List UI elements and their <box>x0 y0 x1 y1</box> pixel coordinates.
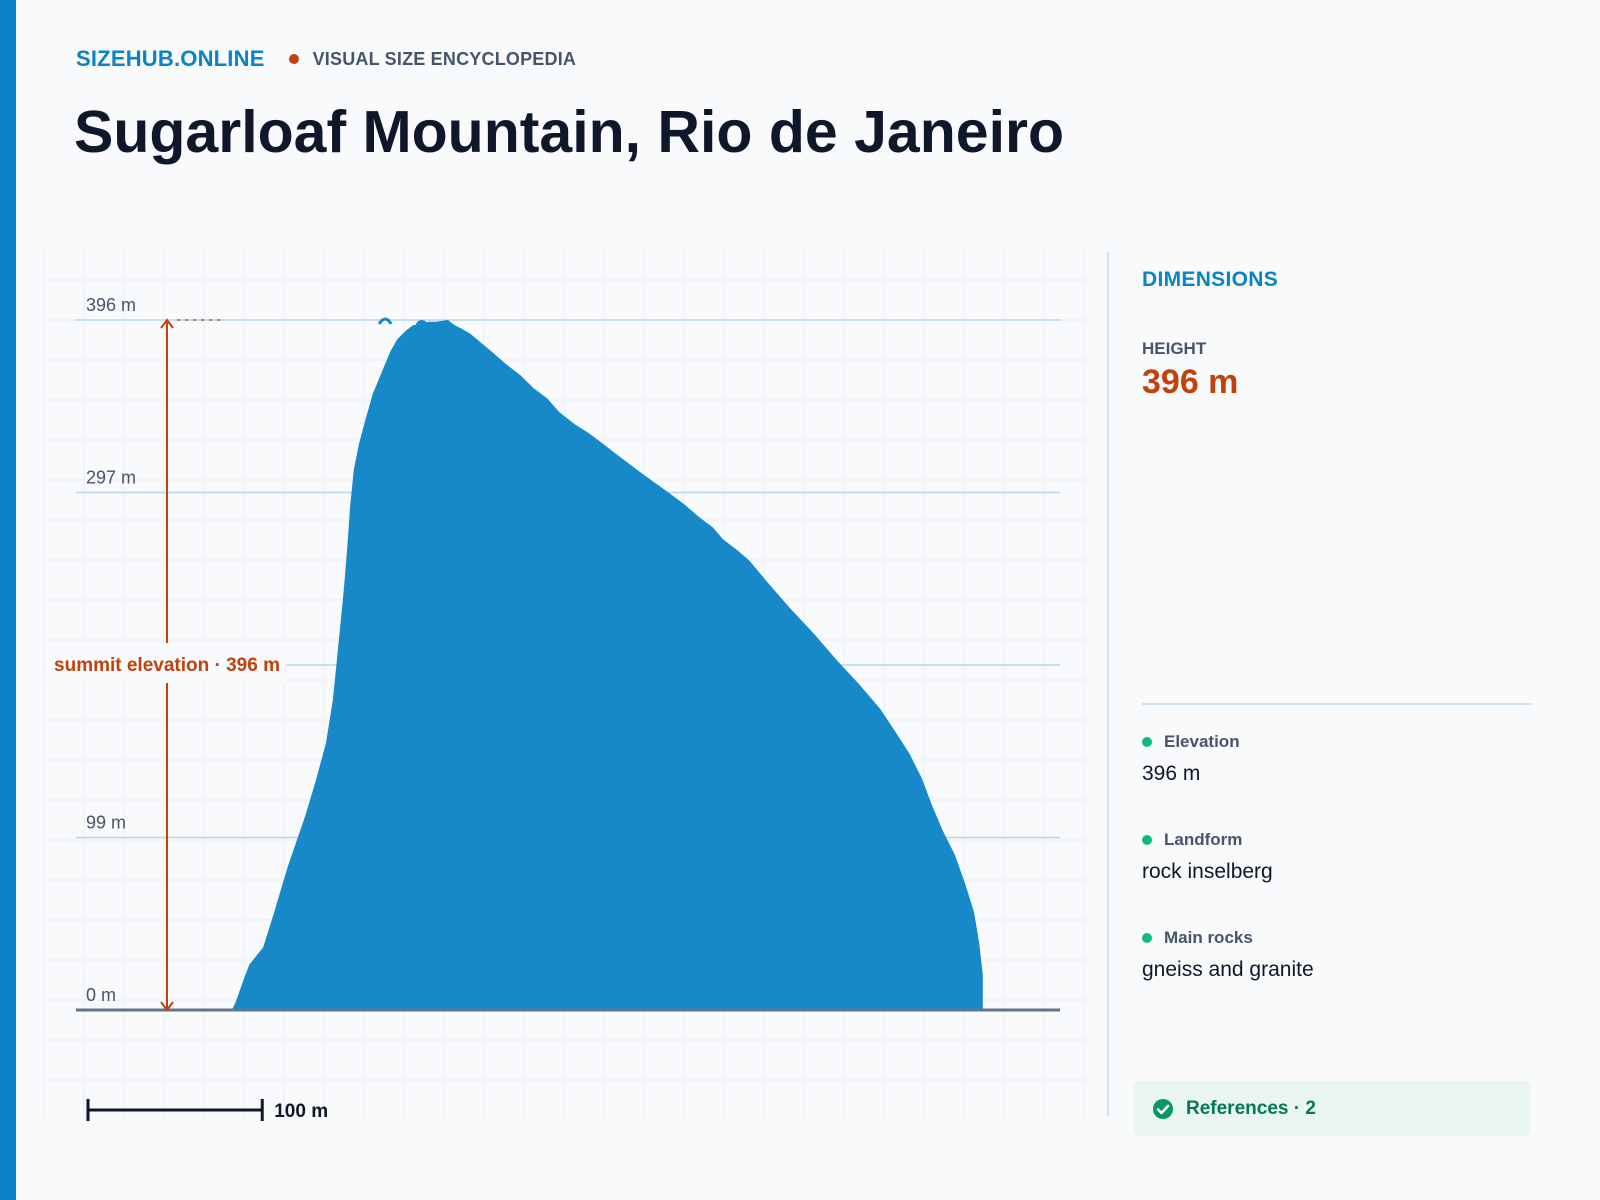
dot-icon <box>288 54 299 64</box>
bullet-icon <box>1142 835 1152 845</box>
y-tick-label: 99 m <box>86 813 126 833</box>
cable-car-icon <box>377 317 393 325</box>
sidebar-divider <box>1107 252 1109 1116</box>
fact-value: rock inselberg <box>1142 860 1273 883</box>
fact-label: Main rocks <box>1164 928 1253 947</box>
facts-list: Elevation 396 m Landform rock inselberg … <box>1142 730 1532 1024</box>
panel-separator <box>1142 703 1532 705</box>
height-value: 396 m <box>1142 363 1239 401</box>
summit-bump <box>415 320 428 332</box>
references-button[interactable]: References · 2 <box>1134 1081 1530 1136</box>
arrow-head-up <box>160 318 174 329</box>
height-label: HEIGHT <box>1142 339 1207 358</box>
references-label: References · 2 <box>1186 1097 1316 1119</box>
mountain-silhouette <box>231 320 983 1010</box>
accent-bar <box>0 0 16 1200</box>
summit-bump <box>427 322 438 332</box>
check-circle-icon <box>1153 1098 1173 1119</box>
brand-name[interactable]: SIZEHUB.ONLINE <box>76 46 265 71</box>
panel-title: DIMENSIONS <box>1142 268 1279 291</box>
brand-tagline: VISUAL SIZE ENCYCLOPEDIA <box>312 48 577 69</box>
fact-label: Landform <box>1164 830 1243 849</box>
fact-label: Elevation <box>1164 732 1240 751</box>
y-tick-label: 396 m <box>86 295 136 315</box>
bullet-icon <box>1142 933 1152 943</box>
fact-landform: Landform rock inselberg <box>1142 828 1532 926</box>
y-tick-label: 0 m <box>86 985 116 1005</box>
y-tick-label: 297 m <box>86 468 136 488</box>
fact-value: 396 m <box>1142 762 1201 785</box>
page-title: Sugarloaf Mountain, Rio de Janeiro <box>74 99 1064 165</box>
brand-row: SIZEHUB.ONLINE VISUAL SIZE ENCYCLOPEDIA <box>76 46 576 72</box>
fact-elevation: Elevation 396 m <box>1142 730 1532 828</box>
fact-value: gneiss and granite <box>1142 958 1314 981</box>
annotation-background <box>48 643 286 683</box>
bullet-icon <box>1142 737 1152 747</box>
fact-main-rocks: Main rocks gneiss and granite <box>1142 926 1532 1024</box>
annotation-label: summit elevation · 396 m <box>54 655 280 676</box>
arrow-head-down <box>160 1001 174 1012</box>
scale-bar-label: 100 m <box>274 1101 328 1122</box>
